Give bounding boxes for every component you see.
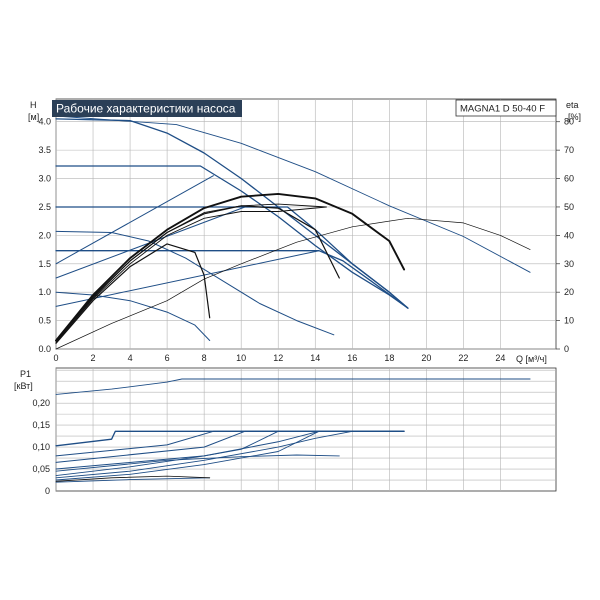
q-axis-label: Q [м³/ч]	[516, 354, 547, 364]
q-tick-label: 18	[384, 353, 394, 363]
head-curve-11	[55, 217, 531, 350]
head-curves	[55, 115, 531, 350]
power-curve-9	[55, 430, 320, 481]
head-curve-5	[55, 230, 335, 336]
title-background	[52, 100, 242, 117]
power-curves	[55, 378, 531, 483]
eta-tick-label: 0	[564, 344, 569, 354]
eta-tick-label: 30	[564, 259, 574, 269]
h-tick-label: 0.5	[38, 316, 51, 326]
head-grid	[55, 99, 556, 350]
power-grid	[55, 368, 556, 491]
power-curve-10	[55, 477, 211, 483]
q-tick-label: 14	[310, 353, 320, 363]
q-tick-label: 16	[347, 353, 357, 363]
model-box	[455, 99, 557, 117]
head-curve-3	[55, 206, 409, 309]
head-curve-10	[55, 115, 531, 273]
power-curve-1	[55, 378, 531, 395]
h-tick-label: 3.0	[38, 174, 51, 184]
eta-axis-label: eta	[566, 100, 579, 110]
head-curve-6	[55, 291, 211, 341]
power-curve-8	[55, 430, 353, 479]
eta-tick-label: 20	[564, 287, 574, 297]
p1-tick-label: 0,10	[32, 442, 50, 452]
power-curve-11	[55, 475, 211, 482]
q-tick-label: 8	[202, 353, 207, 363]
h-tick-label: 1.0	[38, 287, 51, 297]
q-tick-label: 2	[91, 353, 96, 363]
p1-tick-label: 0,20	[32, 398, 50, 408]
head-tick-labels: 0 2 4 6 8 10 12 14 16 18 20 22 240.00.51.01.52.02.53…	[38, 117, 574, 363]
head-curve-15	[55, 206, 327, 343]
p1-axis-unit: [кВт]	[14, 381, 33, 391]
head-curve-9	[55, 250, 320, 307]
power-curve-6	[55, 454, 340, 472]
eta-tick-label: 70	[564, 145, 574, 155]
p1-tick-label: 0,15	[32, 420, 50, 430]
q-tick-label: 0	[53, 353, 58, 363]
h-tick-label: 0.0	[38, 344, 51, 354]
p1-tick-label: 0	[45, 486, 50, 496]
head-curve-13	[55, 205, 340, 342]
power-curve-5	[55, 430, 405, 470]
power-curve-7	[55, 430, 279, 477]
q-tick-label: 24	[495, 353, 505, 363]
head-curve-4	[55, 250, 409, 309]
model-label: MAGNA1 D 50-40 F	[460, 104, 545, 115]
eta-tick-label: 80	[564, 117, 574, 127]
eta-axis-unit: [%]	[568, 112, 581, 122]
power-plot-frame	[55, 367, 557, 492]
head-curve-7	[55, 175, 214, 265]
q-tick-label: 22	[458, 353, 468, 363]
q-tick-label: 20	[421, 353, 431, 363]
h-tick-label: 2.5	[38, 202, 51, 212]
head-curve-14	[55, 203, 327, 343]
power-tick-labels: 0 0,05 0,10 0,15 0,20	[32, 398, 50, 496]
eta-tick-label: 40	[564, 230, 574, 240]
head-curve-12	[55, 192, 406, 342]
eta-tick-label: 10	[564, 316, 574, 326]
q-tick-label: 10	[236, 353, 246, 363]
p1-tick-label: 0,05	[32, 464, 50, 474]
h-tick-label: 2.0	[38, 230, 51, 240]
p1-axis-label: P1	[20, 369, 31, 379]
h-tick-label: 3.5	[38, 145, 51, 155]
q-tick-label: 4	[128, 353, 133, 363]
eta-tick-label: 50	[564, 202, 574, 212]
h-axis-label: H	[30, 100, 37, 110]
head-curve-16	[55, 243, 211, 344]
h-tick-label: 4.0	[38, 117, 51, 127]
eta-tick-label: 60	[564, 174, 574, 184]
q-tick-label: 12	[273, 353, 283, 363]
head-curve-2	[55, 165, 409, 309]
chart-title: Рабочие характеристики насоса	[56, 102, 236, 116]
h-tick-label: 1.5	[38, 259, 51, 269]
q-tick-label: 6	[165, 353, 170, 363]
h-axis-unit: [м]	[28, 112, 39, 122]
